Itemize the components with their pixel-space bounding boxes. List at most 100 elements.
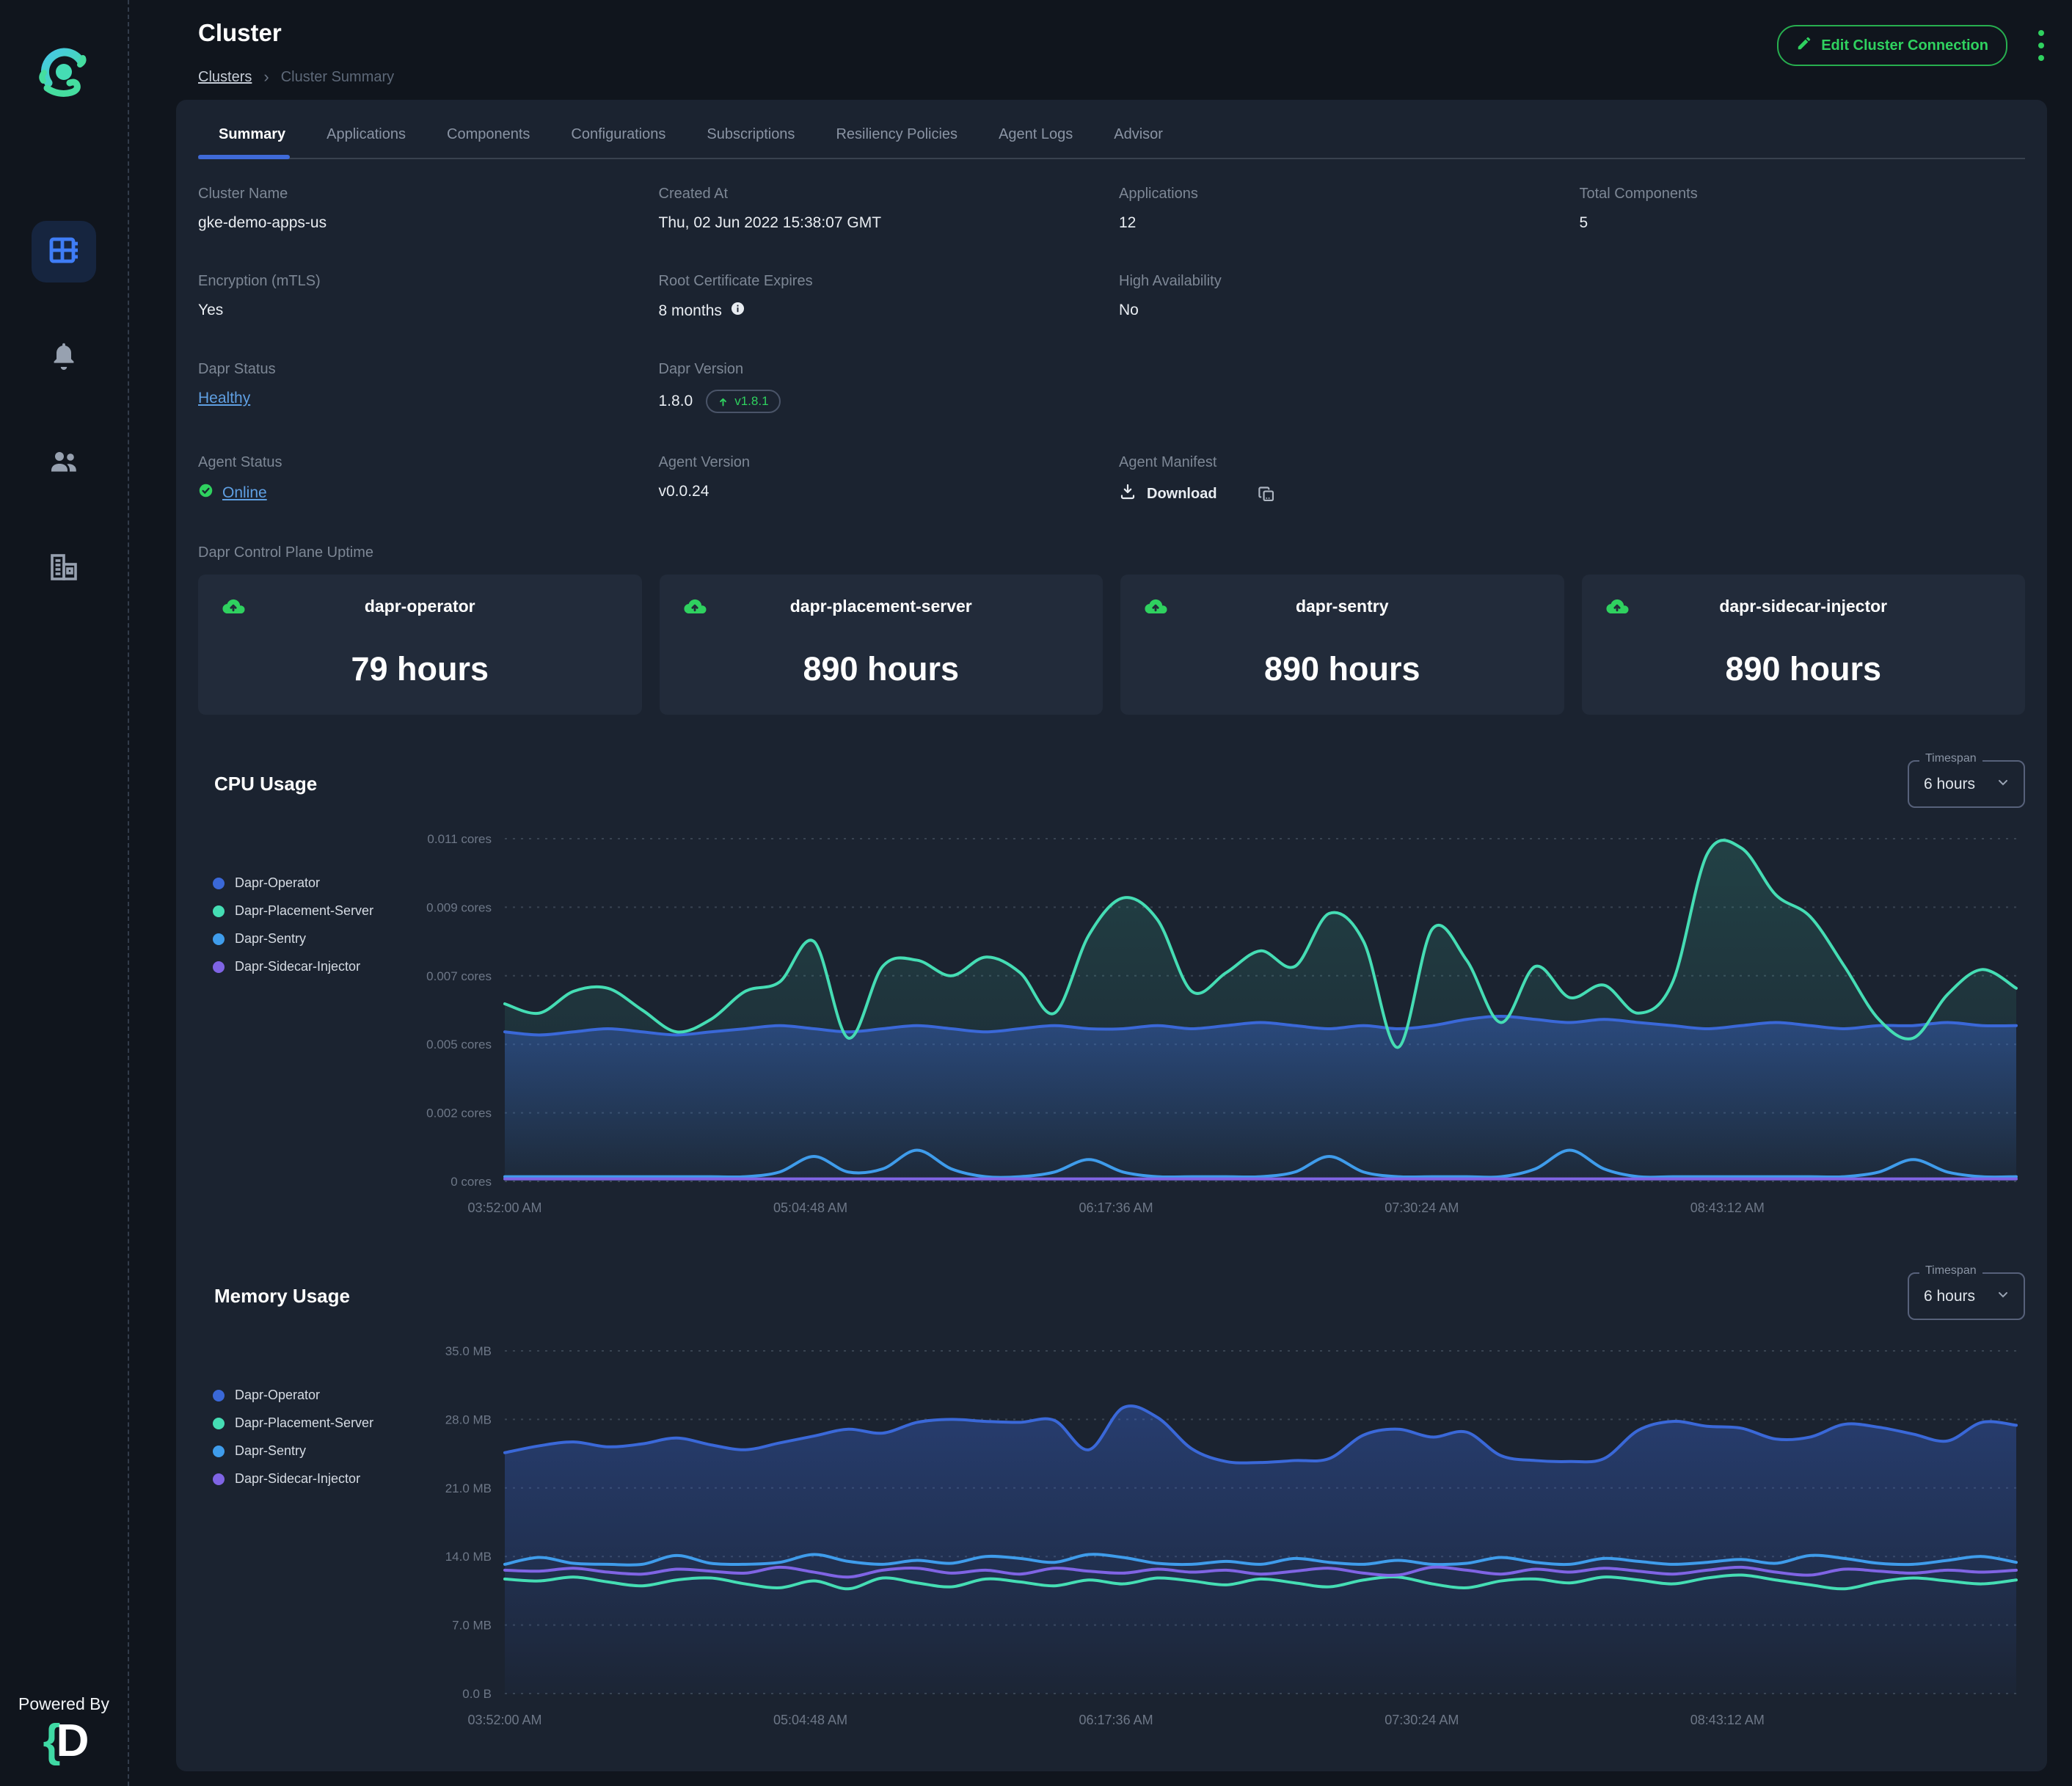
sidebar-item-notifications[interactable] — [32, 327, 96, 388]
svg-text:0 cores: 0 cores — [450, 1175, 492, 1189]
uptime-card-dapr-operator: dapr-operator 79 hours — [198, 575, 642, 715]
legend-item-dapr-placement-server[interactable]: Dapr-Placement-Server — [213, 1415, 395, 1431]
app-logo-icon[interactable] — [29, 38, 99, 112]
field-dapr-version: Dapr Version 1.8.0 v1.8.1 — [659, 361, 1105, 413]
tab-configurations[interactable]: Configurations — [571, 126, 666, 142]
dapr-logo: {D — [43, 1716, 90, 1766]
page-title: Cluster — [198, 19, 282, 46]
svg-text:0.007 cores: 0.007 cores — [426, 969, 492, 983]
field-root-cert: Root Certificate Expires 8 months — [658, 273, 813, 320]
info-icon[interactable] — [731, 302, 745, 320]
legend-label: Dapr-Operator — [235, 875, 321, 890]
legend-item-dapr-sentry[interactable]: Dapr-Sentry — [213, 1443, 395, 1459]
more-options-kebab-icon[interactable] — [2035, 27, 2047, 64]
legend-item-dapr-sidecar-injector[interactable]: Dapr-Sidecar-Injector — [213, 1471, 395, 1487]
svg-text:05:04:48 AM: 05:04:48 AM — [773, 1200, 847, 1215]
field-agent-manifest: Agent Manifest Download — [1119, 454, 1565, 505]
svg-text:28.0 MB: 28.0 MB — [445, 1413, 492, 1426]
agent-status-link[interactable]: Online — [222, 484, 267, 501]
chevron-down-icon — [1996, 1287, 2010, 1305]
sidebar-item-users[interactable] — [32, 432, 96, 494]
svg-text:0.005 cores: 0.005 cores — [426, 1038, 492, 1051]
svg-text:08:43:12 AM: 08:43:12 AM — [1690, 1200, 1765, 1215]
edit-cluster-connection-button[interactable]: Edit Cluster Connection — [1777, 25, 2007, 66]
cluster-panel: Summary Applications Components Configur… — [176, 100, 2047, 1771]
tab-bar: Summary Applications Components Configur… — [198, 109, 2025, 159]
legend-label: Dapr-Sentry — [235, 931, 307, 946]
svg-text:07:30:24 AM: 07:30:24 AM — [1385, 1200, 1459, 1215]
breadcrumb-clusters[interactable]: Clusters — [198, 68, 252, 85]
sidebar-item-organization[interactable] — [32, 538, 96, 599]
download-manifest-button[interactable]: Download — [1119, 483, 1217, 505]
svg-text:08:43:12 AM: 08:43:12 AM — [1690, 1713, 1765, 1727]
cpu-timespan-select[interactable]: Timespan 6 hours — [1907, 752, 2025, 808]
legend-dot — [213, 961, 225, 973]
field-encryption: Encryption (mTLS) Yes — [198, 273, 321, 318]
legend-item-dapr-operator[interactable]: Dapr-Operator — [213, 1388, 395, 1403]
legend-dot — [213, 1417, 225, 1429]
svg-text:21.0 MB: 21.0 MB — [445, 1481, 492, 1495]
dapr-status-link[interactable]: Healthy — [198, 390, 251, 407]
legend-item-dapr-operator[interactable]: Dapr-Operator — [213, 875, 395, 891]
cloud-upload-icon — [682, 594, 708, 624]
memory-usage-section: Memory Usage Timespan 6 hours Dapr-Opera… — [198, 1264, 2025, 1739]
sidebar-item-clusters[interactable] — [32, 221, 96, 283]
field-high-availability: High Availability No — [1119, 273, 1222, 318]
legend-dot — [213, 905, 225, 917]
legend-label: Dapr-Placement-Server — [235, 903, 374, 918]
grid-dashboard-icon — [46, 233, 81, 271]
tab-summary[interactable]: Summary — [198, 109, 306, 159]
svg-text:05:04:48 AM: 05:04:48 AM — [773, 1713, 847, 1727]
check-circle-icon — [198, 483, 214, 503]
upgrade-arrow-icon — [720, 398, 727, 406]
svg-text:03:52:00 AM: 03:52:00 AM — [467, 1713, 541, 1727]
field-applications: Applications 12 — [1119, 186, 1198, 231]
main-content: Cluster Clusters › Cluster Summary Edit … — [129, 0, 2072, 1786]
field-dapr-status: Dapr Status Healthy — [198, 361, 276, 407]
svg-text:06:17:36 AM: 06:17:36 AM — [1079, 1200, 1153, 1215]
cpu-usage-title: CPU Usage — [214, 773, 318, 795]
tab-advisor[interactable]: Advisor — [1114, 126, 1163, 142]
svg-text:06:17:36 AM: 06:17:36 AM — [1079, 1713, 1153, 1727]
memory-usage-title: Memory Usage — [214, 1285, 350, 1307]
uptime-card-dapr-placement-server: dapr-placement-server 890 hours — [659, 575, 1103, 715]
uptime-section-label: Dapr Control Plane Uptime — [198, 544, 373, 561]
copy-manifest-icon[interactable] — [1257, 484, 1277, 504]
legend-dot — [213, 877, 225, 889]
uptime-cards: dapr-operator 79 hours dapr-placement-se… — [198, 575, 2025, 715]
memory-usage-chart: 35.0 MB 28.0 MB 21.0 MB 14.0 MB 7.0 MB 0.0 B 0… — [395, 1339, 2025, 1739]
field-total-components: Total Components 5 — [1579, 186, 1698, 231]
legend-dot — [213, 933, 225, 945]
field-agent-version: Agent Version v0.0.24 — [658, 454, 751, 500]
field-created-at: Created At Thu, 02 Jun 2022 15:38:07 GMT — [658, 186, 882, 231]
memory-timespan-select[interactable]: Timespan 6 hours — [1907, 1264, 2025, 1320]
cpu-usage-section: CPU Usage Timespan 6 hours Dapr-Operator… — [198, 752, 2025, 1227]
breadcrumb: Clusters › Cluster Summary — [198, 68, 394, 87]
svg-text:35.0 MB: 35.0 MB — [445, 1344, 492, 1358]
pencil-icon — [1796, 35, 1812, 56]
download-icon — [1119, 483, 1137, 505]
powered-by: Powered By {D — [18, 1694, 109, 1764]
dapr-version-badge[interactable]: v1.8.1 — [706, 390, 781, 413]
cloud-upload-icon — [1604, 594, 1630, 624]
uptime-card-dapr-sidecar-injector: dapr-sidecar-injector 890 hours — [1581, 575, 2025, 715]
svg-text:03:52:00 AM: 03:52:00 AM — [467, 1200, 541, 1215]
legend-label: Dapr-Placement-Server — [235, 1415, 374, 1430]
cluster-info-grid: Cluster Name gke-demo-apps-us Created At… — [198, 186, 2025, 505]
svg-text:0.009 cores: 0.009 cores — [426, 900, 492, 914]
sidebar: Powered By {D — [0, 0, 129, 1786]
legend-item-dapr-sentry[interactable]: Dapr-Sentry — [213, 931, 395, 947]
legend-item-dapr-sidecar-injector[interactable]: Dapr-Sidecar-Injector — [213, 959, 395, 974]
legend-label: Dapr-Sidecar-Injector — [235, 1471, 361, 1486]
tab-applications[interactable]: Applications — [327, 126, 406, 142]
legend-item-dapr-placement-server[interactable]: Dapr-Placement-Server — [213, 903, 395, 919]
svg-text:0.0 B: 0.0 B — [462, 1687, 492, 1701]
tab-resiliency-policies[interactable]: Resiliency Policies — [836, 126, 958, 142]
svg-text:07:30:24 AM: 07:30:24 AM — [1385, 1713, 1459, 1727]
svg-text:14.0 MB: 14.0 MB — [445, 1550, 492, 1564]
tab-components[interactable]: Components — [447, 126, 530, 142]
tab-subscriptions[interactable]: Subscriptions — [707, 126, 795, 142]
tab-agent-logs[interactable]: Agent Logs — [999, 126, 1073, 142]
field-cluster-name: Cluster Name gke-demo-apps-us — [198, 186, 327, 231]
people-icon — [46, 444, 81, 483]
